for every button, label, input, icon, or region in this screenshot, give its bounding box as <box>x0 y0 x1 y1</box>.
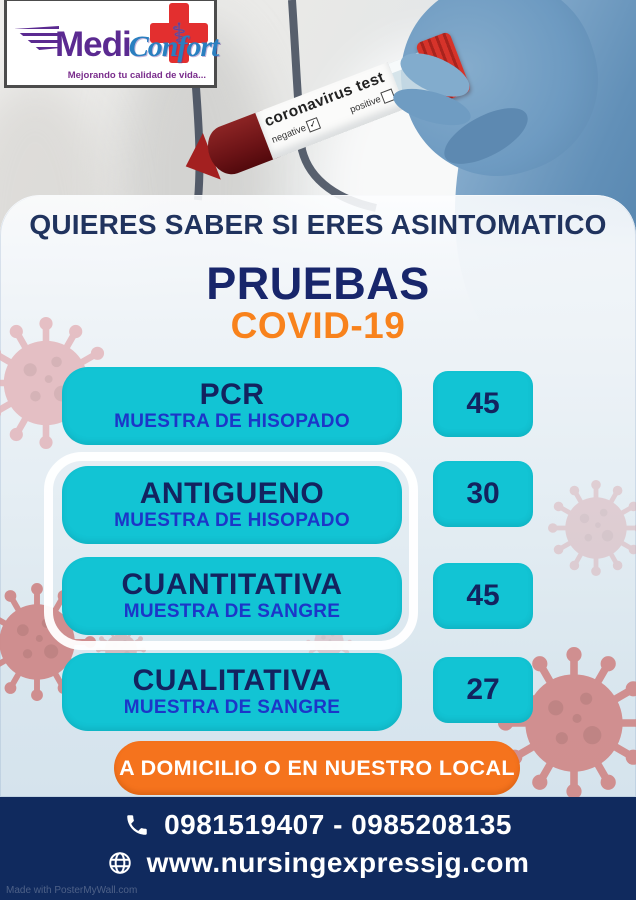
test-sample: MUESTRA DE HISOPADO <box>114 509 350 531</box>
headline: QUIERES SABER SI ERES ASINTOMATICO <box>29 209 607 240</box>
covid19-subtitle: COVID-19 <box>230 305 406 346</box>
speed-lines-icon <box>15 26 59 50</box>
checked-box-icon: ✓ <box>305 117 322 133</box>
test-name: CUALITATIVA <box>132 664 332 698</box>
watermark: Made with PosterMyWall.com <box>6 885 138 896</box>
test-name: PCR <box>199 378 265 412</box>
test-price-pcr: 45 <box>433 371 533 437</box>
test-name: ANTIGUENO <box>139 477 325 511</box>
phone-numbers: 0981519407 - 0985208135 <box>164 809 512 840</box>
test-pill-cuantitativa: CUANTITATIVA MUESTRA DE SANGRE <box>62 557 402 635</box>
test-price-cualitativa: 27 <box>433 657 533 723</box>
footer: 0981519407 - 0985208135 www.nursingexpre… <box>0 797 636 900</box>
test-pill-pcr: PCR MUESTRA DE HISOPADO <box>62 367 402 445</box>
globe-icon <box>108 852 131 874</box>
caduceus-icon: ⚕ <box>171 18 187 49</box>
test-pill-antigeno: ANTIGUENO MUESTRA DE HISOPADO <box>62 466 402 544</box>
cta-banner: A DOMICILIO O EN NUESTRO LOCAL <box>114 741 520 795</box>
test-pill-cualitativa: CUALITATIVA MUESTRA DE SANGRE <box>62 653 402 731</box>
decorative-outline-card <box>44 452 418 650</box>
test-sample: MUESTRA DE HISOPADO <box>114 410 350 432</box>
content-panel: QUIERES SABER SI ERES ASINTOMATICO PRUEB… <box>0 195 636 797</box>
red-cross-icon: ⚕ <box>150 3 208 63</box>
test-sample: MUESTRA DE SANGRE <box>123 600 341 622</box>
brand-medi: Medi <box>55 25 132 64</box>
test-price-cuantitativa: 45 <box>433 563 533 629</box>
mediconfort-logo: ⚕ MediConfort Mejorando tu calidad de vi… <box>4 0 220 88</box>
test-price-antigeno: 30 <box>433 461 533 527</box>
test-sample: MUESTRA DE SANGRE <box>123 696 341 718</box>
test-name: CUANTITATIVA <box>121 568 343 602</box>
brand-wordmark: MediConfort <box>15 25 220 65</box>
brand-confort: Confort <box>128 30 220 63</box>
website-url: www.nursingexpressjg.com <box>146 847 530 878</box>
page-title: PRUEBAS <box>206 258 430 309</box>
phone-icon <box>127 815 147 835</box>
virus-icon <box>548 480 636 576</box>
logo-tagline: Mejorando tu calidad de vida... <box>67 70 206 81</box>
